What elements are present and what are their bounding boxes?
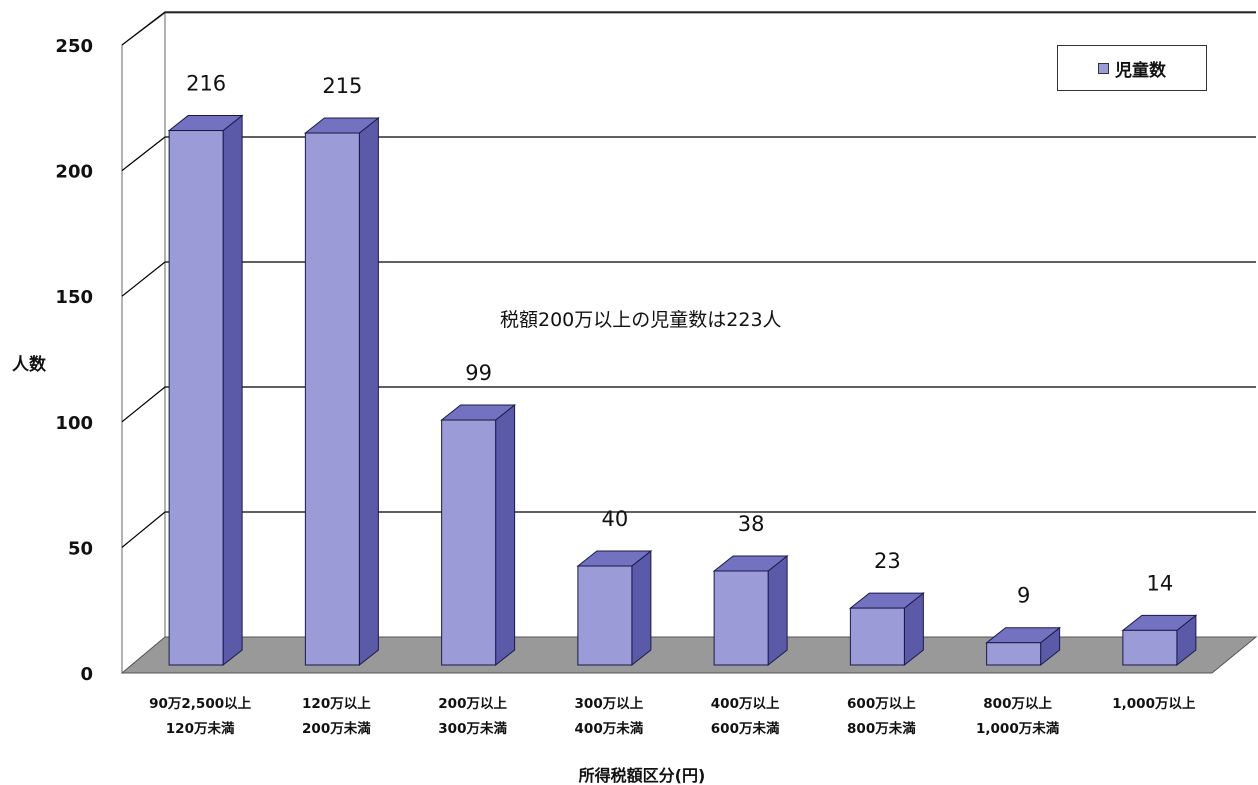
gridline (121, 386, 1256, 423)
data-label: 9 (1017, 584, 1030, 608)
data-label: 23 (874, 549, 901, 573)
data-label: 40 (602, 507, 629, 531)
x-tick-label: 800万未満 (847, 720, 916, 737)
data-label: 216 (186, 72, 226, 96)
bar-side (358, 116, 379, 667)
data-label: 215 (322, 74, 362, 98)
x-tick-label: 400万未満 (575, 720, 644, 737)
bar-front (1122, 629, 1178, 666)
bar (440, 404, 517, 667)
y-tick-label: 250 (55, 36, 93, 57)
legend-label: 児童数 (1115, 60, 1166, 81)
y-tick-label: 150 (55, 287, 93, 308)
legend-swatch (1098, 62, 1109, 74)
data-label: 99 (465, 361, 492, 385)
x-tick-label: 600万未満 (711, 720, 780, 737)
bar-front (849, 607, 905, 666)
y-tick-label: 100 (55, 413, 93, 434)
chart-bars (167, 114, 1198, 667)
bar (167, 114, 244, 667)
chart-floor-plane (120, 636, 1258, 674)
bar (303, 116, 380, 667)
bar-side (222, 114, 243, 667)
y-axis-ticks: 0 50 100 150 200 250 (55, 36, 93, 685)
x-tick-label: 120万未満 (166, 720, 235, 737)
gridline (121, 261, 1256, 297)
y-tick-label: 200 (55, 162, 93, 183)
x-tick-label: 300万以上 (575, 696, 644, 712)
x-tick-label: 200万以上 (438, 696, 507, 712)
data-label: 38 (738, 512, 765, 536)
bar (576, 549, 653, 667)
x-axis-ticks: 90万2,500以上 120万未満 120万以上 200万未満 200万以上 300万未満… (149, 696, 1196, 737)
x-tick-label: 1,000万未満 (976, 720, 1060, 737)
x-tick-label: 1,000万以上 (1112, 696, 1196, 712)
bar (985, 626, 1062, 667)
x-tick-label: 120万以上 (302, 696, 371, 712)
bar-side (767, 554, 788, 667)
x-tick-label: 600万以上 (847, 696, 916, 712)
data-label: 14 (1147, 571, 1174, 595)
bar (712, 554, 789, 667)
x-tick-label: 400万以上 (711, 696, 780, 712)
chart-walls (121, 12, 1256, 673)
chart-floor (120, 636, 1258, 674)
bar-front (441, 419, 497, 666)
data-labels: 216 215 99 40 38 23 9 14 (186, 72, 1173, 608)
x-axis-label: 所得税額区分(円) (579, 766, 706, 785)
chart-gridlines (121, 11, 1256, 548)
x-tick-label: 200万未満 (302, 720, 371, 737)
x-tick-label: 300万未満 (438, 720, 507, 737)
bar-front (304, 132, 360, 666)
bar-front (986, 642, 1042, 666)
gridline (121, 511, 1256, 548)
y-axis-label: 人数 (12, 354, 47, 375)
bar (848, 592, 925, 667)
bar-front (168, 130, 224, 666)
bar-side (495, 404, 516, 667)
y-tick-label: 50 (68, 538, 93, 559)
gridline (121, 11, 1256, 46)
x-tick-label: 90万2,500以上 (149, 696, 251, 712)
bar (1121, 614, 1198, 667)
bar-front (577, 565, 633, 666)
legend: 児童数 (1057, 45, 1207, 91)
x-tick-label: 800万以上 (983, 696, 1052, 712)
gridline (121, 136, 1256, 172)
bar-front (713, 570, 769, 666)
bar-side (631, 549, 652, 667)
y-tick-label: 0 (80, 664, 93, 685)
chart-annotation: 税額200万以上の児童数は223人 (500, 309, 782, 331)
